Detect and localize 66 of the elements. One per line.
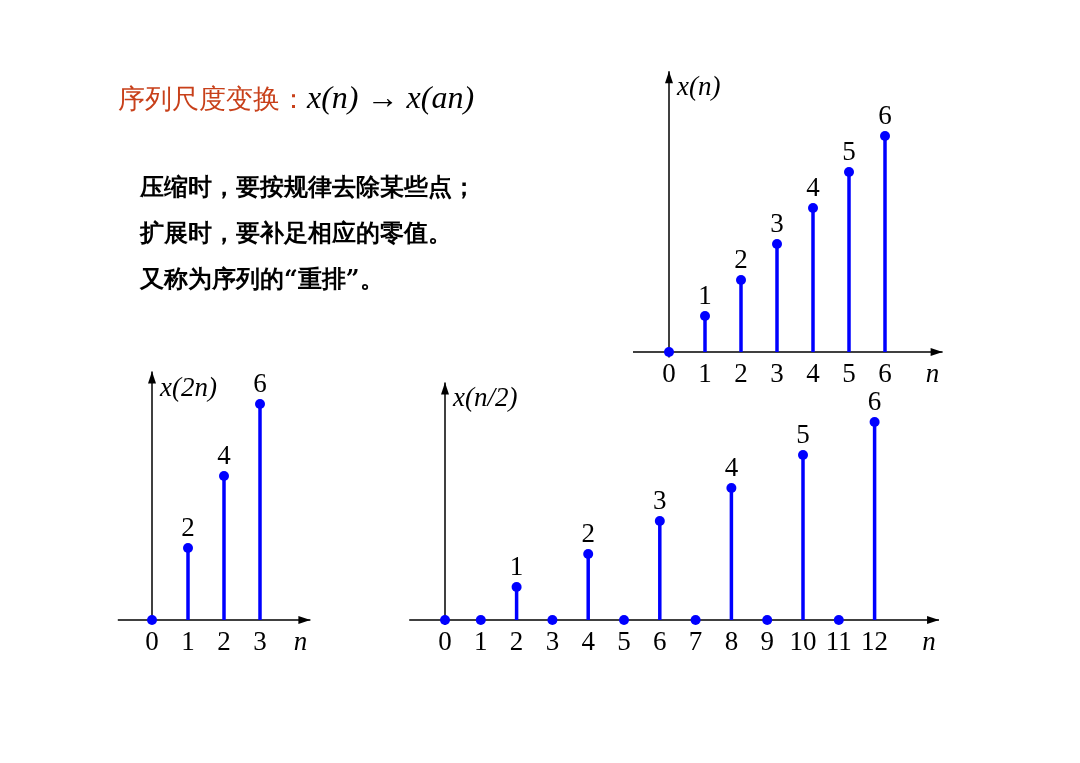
data-label: 2 — [734, 244, 748, 274]
point — [700, 311, 710, 321]
data-label: 5 — [796, 419, 810, 449]
data-label: 2 — [581, 518, 595, 548]
x-axis-title: n — [293, 626, 308, 656]
data-label: 4 — [806, 172, 821, 202]
data-label: 3 — [653, 485, 667, 515]
data-label: 6 — [878, 100, 892, 130]
point — [511, 582, 522, 592]
x-tick-label: 4 — [581, 626, 596, 656]
point — [772, 239, 782, 249]
text: 又称为序列的“重排”。 — [139, 264, 384, 293]
point — [869, 417, 880, 427]
text: 扩展时，要补足相应的零值。 — [139, 218, 452, 247]
x-tick-label: 7 — [688, 626, 703, 656]
x-tick-label: 11 — [825, 626, 852, 656]
point — [798, 450, 808, 460]
x-tick-label: 3 — [770, 358, 784, 388]
point — [762, 615, 773, 625]
x-tick-label: 2 — [217, 626, 231, 656]
data-label: 3 — [770, 208, 784, 238]
point — [654, 516, 665, 526]
point — [583, 549, 594, 559]
x-tick-label: 9 — [760, 626, 774, 656]
x-tick-label: 4 — [806, 358, 821, 388]
x-tick-label: 2 — [509, 626, 524, 656]
x-tick-label: 5 — [617, 626, 631, 656]
x-tick-label: 3 — [253, 626, 267, 656]
x-tick-label: 0 — [662, 358, 676, 388]
text: 序列尺度变换：x(n) → x(an) — [118, 79, 475, 115]
x-tick-label: 6 — [653, 626, 667, 656]
point — [844, 167, 854, 177]
x-tick-label: 0 — [438, 626, 452, 656]
point — [183, 543, 193, 553]
point — [219, 471, 229, 481]
x-tick-label: 0 — [145, 626, 159, 656]
y-axis-title: x(n) — [676, 71, 721, 102]
data-label: 4 — [724, 452, 739, 482]
data-label: 5 — [842, 136, 856, 166]
point — [880, 131, 890, 141]
x-tick-label: 8 — [724, 626, 739, 656]
x-tick-label: 1 — [698, 358, 712, 388]
x-tick-label: 10 — [789, 626, 817, 656]
data-label: 1 — [698, 280, 712, 310]
x-tick-label: 1 — [181, 626, 195, 656]
point — [255, 399, 265, 409]
x-tick-label: 2 — [734, 358, 748, 388]
point — [833, 615, 844, 625]
x-tick-label: 6 — [878, 358, 892, 388]
data-label: 2 — [181, 512, 195, 542]
data-label: 4 — [217, 440, 232, 470]
data-label: 6 — [867, 386, 882, 416]
x-axis-title: n — [925, 358, 940, 388]
data-label: 1 — [509, 551, 524, 581]
point — [808, 203, 818, 213]
x-tick-label: 3 — [545, 626, 560, 656]
text: 压缩时，要按规律去除某些点； — [139, 172, 476, 201]
x-tick-label: 5 — [842, 358, 856, 388]
y-axis-title: x(2n) — [159, 371, 217, 402]
x-tick-label: 1 — [474, 626, 488, 656]
point — [736, 275, 746, 285]
x-tick-label: 12 — [861, 626, 889, 656]
point — [475, 615, 486, 625]
y-axis-title: x(n/2) — [452, 382, 518, 413]
point — [726, 483, 737, 493]
x-axis-title: n — [922, 626, 936, 656]
